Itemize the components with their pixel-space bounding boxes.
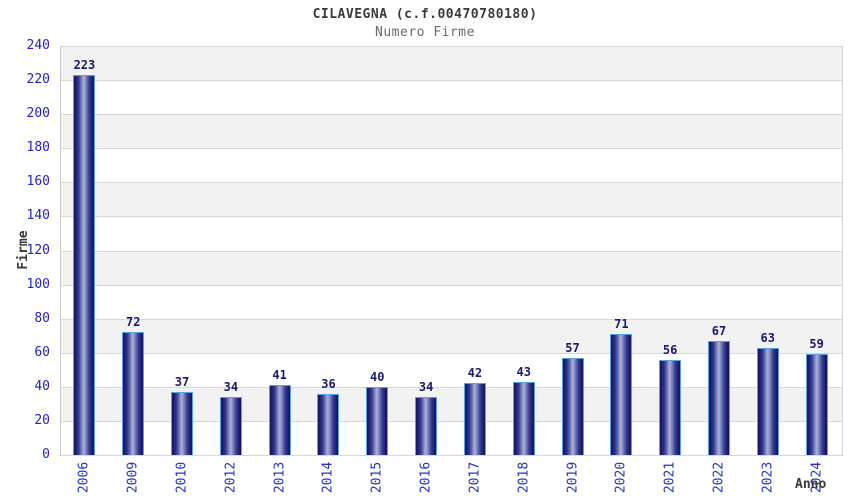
gridline — [61, 148, 842, 150]
x-tick-label: 2017 — [467, 461, 483, 494]
bar-value-label: 40 — [370, 370, 385, 384]
bar — [317, 394, 340, 455]
plot-band — [61, 216, 842, 251]
plot-band — [61, 148, 842, 183]
bar-value-label: 34 — [223, 380, 239, 394]
x-tick-label: 2022 — [711, 461, 727, 494]
gridline — [61, 114, 842, 116]
bar — [659, 360, 682, 455]
gridline — [61, 318, 842, 320]
bar-value-label: 42 — [467, 366, 483, 380]
y-tick-label: 200 — [26, 106, 50, 122]
y-tick-label: 40 — [34, 378, 50, 394]
bar — [610, 334, 633, 455]
y-tick-label: 220 — [26, 72, 50, 88]
gridline — [61, 46, 842, 47]
gridline — [61, 80, 842, 82]
bar-value-label: 36 — [321, 377, 336, 391]
bar — [73, 75, 96, 455]
bar — [415, 397, 438, 455]
y-tick-label: 120 — [26, 242, 50, 258]
y-tick-label: 240 — [26, 38, 50, 53]
plot-band — [61, 182, 842, 217]
chart-title: CILAVEGNA (c.f.00470780180) — [312, 7, 538, 22]
x-tick-label: 2012 — [223, 461, 239, 494]
gridline — [61, 250, 842, 252]
bar — [561, 358, 584, 455]
bar — [219, 397, 242, 455]
bar-value-label: 59 — [809, 337, 824, 351]
x-tick-label: 2020 — [613, 461, 629, 494]
x-tick-label: 2009 — [125, 461, 141, 494]
bar — [512, 382, 535, 455]
gridline — [61, 284, 842, 286]
x-tick-label: 2015 — [369, 461, 385, 494]
bar-value-label: 223 — [73, 58, 96, 72]
y-tick-label: 0 — [42, 447, 50, 462]
gridline — [61, 420, 842, 422]
y-tick-label: 180 — [26, 140, 50, 156]
gridline — [61, 455, 842, 456]
plot-band — [61, 114, 842, 149]
plot-area — [60, 46, 843, 456]
x-tick-label: 2010 — [174, 461, 190, 494]
bar-value-label: 67 — [711, 324, 727, 338]
x-tick-label: 2018 — [516, 461, 532, 494]
bar-value-label: 63 — [760, 331, 775, 345]
x-tick-label: 2014 — [320, 461, 336, 494]
x-tick-label: 2006 — [76, 461, 92, 494]
x-tick-label: 2013 — [272, 461, 288, 494]
plot-band — [61, 46, 842, 81]
plot-band — [61, 250, 842, 285]
x-tick-label: 2019 — [565, 461, 581, 494]
y-tick-label: 140 — [26, 208, 50, 224]
x-tick-label: 2023 — [760, 461, 776, 494]
bar — [463, 383, 486, 455]
y-tick-label: 60 — [34, 344, 50, 360]
bar-value-label: 72 — [125, 315, 141, 329]
y-tick-label: 100 — [26, 276, 50, 292]
bar-value-label: 37 — [174, 375, 190, 389]
x-tick-label: 2021 — [662, 461, 678, 494]
gridline — [61, 216, 842, 218]
bar-value-label: 56 — [662, 343, 678, 357]
bar — [805, 354, 828, 455]
bar — [122, 332, 145, 455]
bar — [366, 387, 389, 455]
y-tick-label: 80 — [34, 310, 50, 326]
bar — [707, 341, 730, 455]
bar — [756, 348, 779, 455]
plot-band — [61, 80, 842, 115]
bar — [268, 385, 291, 455]
plot-band — [61, 284, 842, 319]
x-axis-title: Anno — [795, 477, 827, 492]
gridline — [61, 182, 842, 184]
bar-value-label: 34 — [418, 380, 434, 394]
bar-value-label: 71 — [614, 317, 629, 331]
y-axis-title: Firme — [16, 230, 31, 270]
chart-subtitle: Numero Firme — [375, 25, 475, 40]
y-tick-label: 160 — [26, 174, 50, 190]
y-tick-label: 20 — [34, 412, 50, 428]
bar-value-label: 41 — [272, 368, 287, 382]
gridline — [61, 386, 842, 388]
bar — [171, 392, 194, 455]
bar-value-label: 57 — [565, 341, 580, 355]
bar-value-label: 43 — [516, 365, 531, 379]
x-tick-label: 2016 — [418, 461, 434, 494]
gridline — [61, 352, 842, 354]
